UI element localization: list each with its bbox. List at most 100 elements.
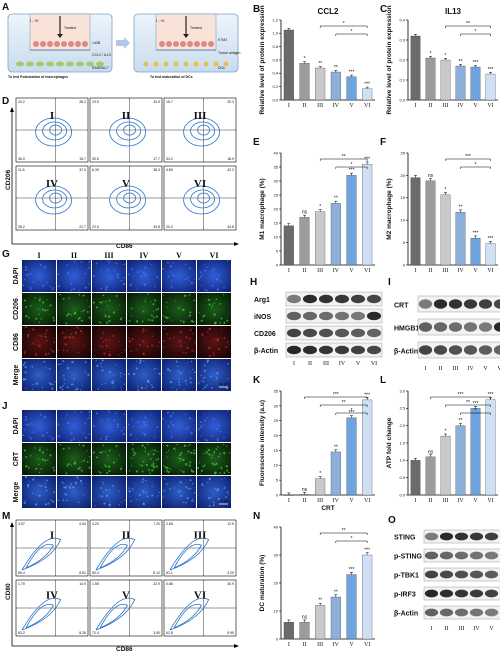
flow-plot-III: III 15.7 20.3 33.2 18.9: [163, 97, 237, 163]
blot-label: STING: [394, 534, 416, 541]
svg-text:15.7: 15.7: [166, 100, 173, 104]
band: [350, 328, 366, 338]
sig-label: *: [319, 471, 321, 477]
x-tick-label: VI: [487, 268, 493, 274]
x-tick-label: I: [288, 498, 290, 504]
row-label-cd206: CD206: [13, 298, 20, 320]
y-tick-label: 5: [276, 478, 279, 483]
y-tick-label: 15: [401, 195, 406, 200]
row-label-dapi: DAPI: [13, 418, 20, 435]
svg-text:4.20: 4.20: [92, 522, 99, 526]
micrograph: [162, 293, 196, 325]
y-axis-label: DC maturation (%): [259, 555, 266, 612]
sig-bracket: [319, 532, 368, 535]
y-tick-label: 20: [274, 580, 279, 585]
x-tick-label: VI: [364, 103, 370, 109]
micrograph: [22, 443, 56, 475]
blot-label: β-Actin: [394, 349, 418, 356]
svg-text:11.6: 11.6: [18, 168, 25, 172]
sig-label: ***: [473, 60, 479, 66]
bracket-label: *: [343, 21, 345, 27]
band: [302, 311, 318, 321]
x-tick-label: I: [415, 103, 417, 109]
svg-text:12.5: 12.5: [227, 522, 234, 526]
bar-IV: [455, 425, 466, 496]
bar-I: [283, 494, 294, 496]
sig-label: *: [304, 56, 306, 62]
bar-VI: [485, 73, 496, 101]
flow-plot-label: V: [122, 589, 130, 601]
panel-letter-j: J: [2, 401, 8, 412]
lane-label: IV: [339, 361, 346, 367]
row-label-merge: Merge: [13, 482, 20, 503]
x-tick-label: I: [415, 498, 417, 504]
panel-m: M CD80 CD86 I 3.57 0.54 89.4 6.51 II 4.20 7.20 8…: [2, 511, 239, 653]
bar-I: [283, 622, 294, 640]
cell-row-bottom-left: [16, 61, 104, 67]
svg-text:1.55: 1.55: [92, 582, 99, 586]
x-tick-label: III: [317, 268, 323, 274]
svg-text:18.9: 18.9: [227, 157, 234, 161]
x-tick-label: III: [317, 642, 323, 648]
d-xlabel: CD86: [116, 243, 133, 250]
micrograph: [92, 359, 126, 391]
y-tick-label: 0: [276, 492, 279, 497]
lane-label: II: [445, 626, 449, 632]
sig-bracket: [445, 25, 491, 28]
micrograph: [57, 476, 91, 508]
band: [484, 608, 499, 617]
y-tick-label: 10: [274, 463, 279, 468]
flow-plot-VI: VI 4.89 42.2 20.2 34.8: [163, 165, 237, 231]
band: [350, 311, 366, 321]
band: [302, 294, 318, 304]
micrograph: [162, 410, 196, 442]
band: [454, 608, 469, 617]
bar-V: [470, 66, 481, 101]
band: [366, 294, 382, 304]
svg-text:83.2: 83.2: [18, 631, 25, 635]
band: [454, 532, 469, 541]
x-tick-label: II: [303, 103, 307, 109]
column-label: IV: [140, 251, 149, 260]
sig-label: ***: [364, 547, 370, 553]
svg-text:38.3: 38.3: [153, 168, 160, 172]
y-tick-label: 20: [401, 173, 406, 178]
svg-text:22.5: 22.5: [92, 225, 99, 229]
y-tick-label: 20: [274, 206, 279, 211]
y-tick-label: 2.5: [399, 406, 405, 411]
y-tick-label: 5: [403, 240, 406, 245]
bracket-label: ***: [333, 392, 339, 398]
y-tick-label: 40: [274, 150, 279, 155]
column-label: I: [37, 251, 40, 260]
sig-label: **: [459, 59, 463, 65]
lane-label: I: [431, 626, 433, 632]
micrograph: [57, 260, 91, 292]
micrograph: [57, 443, 91, 475]
micrograph: [57, 293, 91, 325]
bar-V: [470, 237, 481, 266]
sig-label: ***: [364, 392, 370, 398]
y-tick-label: 30: [274, 178, 279, 183]
bar-VI: [485, 243, 496, 266]
micrograph: [22, 410, 56, 442]
band: [302, 328, 318, 338]
panel-d: D CD206 CD86 I 20.2 28.2 36.0 15.7 II 19.5 33.9…: [2, 96, 239, 250]
band: [478, 345, 493, 355]
bar-IV: [330, 451, 341, 496]
bracket-label: ***: [458, 392, 464, 398]
band: [448, 322, 463, 332]
sig-bracket: [430, 396, 491, 399]
sig-bracket: [335, 412, 368, 415]
lane-label: II: [439, 366, 443, 372]
bar-II: [425, 456, 436, 496]
band: [286, 294, 302, 304]
micrograph: [127, 326, 161, 358]
flow-plot-V: V 1.55 22.9 72.4 3.50: [89, 579, 163, 637]
x-tick-label: III: [317, 498, 323, 504]
cell-row-top-left: [33, 41, 88, 47]
micrograph: [162, 443, 196, 475]
